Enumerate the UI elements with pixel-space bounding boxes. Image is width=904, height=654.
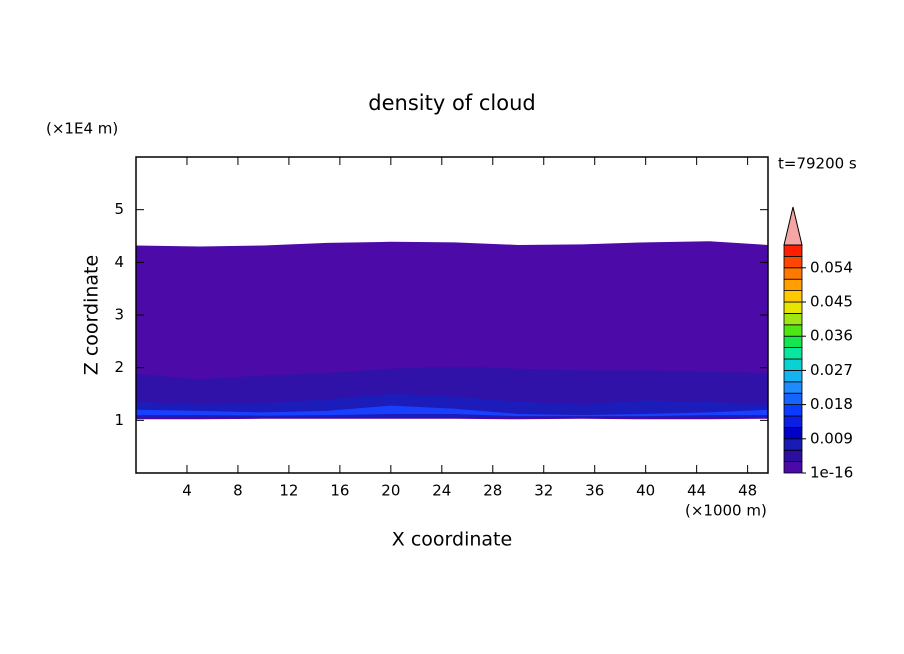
colorbar-tick-label: 0.027	[810, 361, 853, 379]
colorbar-segment	[783, 301, 803, 314]
y-axis-label: Z coordinate	[81, 255, 103, 375]
colorbar-tick-label: 0.018	[810, 395, 853, 413]
x-tick-label: 36	[585, 482, 604, 500]
colorbar-segment	[783, 255, 803, 269]
colorbar-tick-label: 0.036	[810, 327, 853, 345]
annotation: t=79200 s	[778, 155, 857, 173]
colorbar-segment	[783, 324, 803, 337]
x-tick-label: 4	[182, 482, 192, 500]
x-tick-label: 8	[233, 482, 243, 500]
chart-title: density of cloud	[368, 91, 535, 115]
x-tick-label: 16	[330, 482, 349, 500]
contour-region	[136, 405, 768, 417]
colorbar-segment	[783, 438, 803, 451]
colorbar-tick-label: 1e-16	[810, 464, 853, 482]
contour-region	[136, 394, 768, 418]
colorbar-extend	[783, 206, 803, 246]
y-tick-label: 4	[114, 253, 124, 271]
colorbar-segment	[783, 335, 803, 349]
colorbar-segment	[783, 267, 803, 280]
x-unit: (×1000 m)	[685, 502, 767, 520]
colorbar-segment	[783, 461, 803, 474]
colorbar-segment	[783, 449, 803, 463]
colorbar-tick-label: 0.045	[810, 293, 853, 311]
x-tick-label: 24	[432, 482, 451, 500]
colorbar-segment	[783, 244, 803, 257]
colorbar-segment	[783, 347, 803, 360]
x-tick-label: 20	[381, 482, 400, 500]
x-axis-label: X coordinate	[392, 529, 512, 551]
colorbar-segment	[783, 290, 803, 303]
colorbar-segment	[783, 426, 803, 440]
colorbar-segment	[783, 358, 803, 371]
colorbar-segment	[783, 312, 803, 326]
y-tick-label: 3	[114, 306, 124, 324]
colorbar-tick-label: 0.009	[810, 429, 853, 447]
colorbar-segment	[783, 415, 803, 428]
y-tick-label: 5	[114, 200, 124, 218]
x-tick-label: 48	[738, 482, 757, 500]
colorbar-segment	[783, 381, 803, 394]
x-tick-label: 40	[636, 482, 655, 500]
colorbar-tick-label: 0.054	[810, 258, 853, 276]
x-tick-label: 28	[483, 482, 502, 500]
y-tick-label: 1	[114, 411, 124, 429]
x-tick-label: 44	[687, 482, 706, 500]
colorbar-segment	[783, 369, 803, 383]
y-unit: (×1E4 m)	[46, 120, 118, 138]
x-tick-label: 12	[279, 482, 298, 500]
x-tick-label: 32	[534, 482, 553, 500]
colorbar-segment	[783, 392, 803, 406]
colorbar-segment	[783, 278, 803, 292]
colorbar-segment	[783, 404, 803, 417]
y-tick-label: 2	[114, 358, 124, 376]
